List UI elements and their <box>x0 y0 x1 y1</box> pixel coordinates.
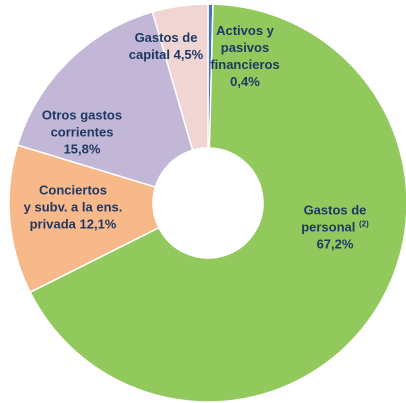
category-name: Conciertos y subv. a la ens. privada <box>23 182 123 232</box>
category-name: Gastos de personal <box>301 202 367 235</box>
slice <box>151 3 209 152</box>
slice <box>8 144 160 294</box>
slice-label: Conciertos y subv. a la ens. privada 12,… <box>24 182 123 233</box>
slice-label: Otros gastos corrientes 15,8% <box>42 107 122 158</box>
category-name: Otros gastos corrientes <box>41 107 123 140</box>
slice-label: Gastos de personal (2) 67,2% <box>301 202 369 253</box>
value-label: 67,2% <box>316 236 354 252</box>
slice-label: Activos y pasivos financieros 0,4% <box>210 22 279 90</box>
note: (2) <box>359 219 369 229</box>
category-name: Activos y pasivos financieros <box>210 23 280 72</box>
slice <box>29 3 406 403</box>
category-name: Gastos de capital <box>128 30 198 62</box>
slice-label: Gastos de capital 4,5% <box>129 29 203 63</box>
slice <box>16 10 194 188</box>
value-label: 15,8% <box>63 141 101 157</box>
value-label: 4,5% <box>173 47 204 62</box>
value-label: 12,1% <box>79 216 117 232</box>
value-label: 0,4% <box>230 74 260 89</box>
